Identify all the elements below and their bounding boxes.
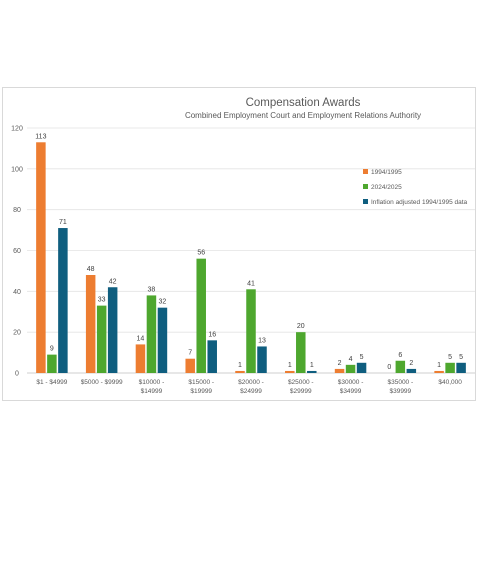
- bar: [185, 358, 195, 373]
- bar: [157, 307, 168, 373]
- y-tick-label: 20: [13, 330, 21, 337]
- bar: [135, 344, 146, 373]
- bar: [107, 287, 118, 373]
- data-label: 7: [188, 350, 192, 357]
- x-tick-label: $14999: [141, 388, 163, 395]
- bar: [96, 305, 107, 373]
- y-axis: 0 20 40 60 80 100 120: [11, 126, 23, 378]
- legend-swatch: [363, 199, 368, 204]
- x-tick-label: $20000 -: [238, 379, 264, 386]
- data-label: 48: [87, 266, 95, 273]
- y-tick-label: 100: [11, 166, 23, 173]
- bar: [285, 370, 295, 373]
- data-label: 6: [398, 352, 402, 359]
- x-tick-label: $1 - $4999: [36, 379, 67, 386]
- x-tick-label: $29999: [290, 388, 312, 395]
- data-label: 32: [159, 299, 167, 306]
- chart-title: Compensation Awards: [246, 97, 361, 109]
- bar: [146, 295, 157, 373]
- legend-entry: Inflation adjusted 1994/1995 data: [371, 199, 468, 206]
- x-tick-label: $34999: [340, 388, 362, 395]
- bar-chart: Compensation Awards Combined Employment …: [11, 97, 475, 395]
- legend-entry: 2024/2025: [371, 184, 402, 191]
- data-label: 56: [197, 250, 205, 257]
- bar: [345, 364, 356, 373]
- data-label: 33: [98, 297, 106, 304]
- x-tick-label: $10000 -: [139, 379, 165, 386]
- legend: 1994/1995 2024/2025 Inflation adjusted 199…: [363, 169, 468, 206]
- data-label: 20: [297, 323, 305, 330]
- y-tick-label: 40: [13, 289, 21, 296]
- x-tick-label: $19999: [190, 388, 212, 395]
- data-label: 5: [459, 354, 463, 361]
- bar: [36, 142, 46, 373]
- x-tick-label: $15000 -: [188, 379, 214, 386]
- data-label: 1: [238, 362, 242, 369]
- data-label: 16: [208, 331, 216, 338]
- y-tick-label: 60: [13, 248, 21, 255]
- bar: [85, 275, 96, 373]
- bar: [406, 368, 417, 373]
- legend-swatch: [363, 169, 368, 174]
- bar: [307, 370, 317, 373]
- bar: [196, 258, 206, 373]
- x-tick-label: $5000 - $9999: [81, 379, 123, 386]
- x-axis: $1 - $4999 $5000 - $9999 $10000 - $14999 $15…: [36, 379, 462, 395]
- bar: [456, 362, 466, 373]
- data-label: 14: [137, 335, 145, 342]
- chart-subtitle: Combined Employment Court and Employment…: [185, 111, 421, 120]
- data-label: 2: [409, 360, 413, 367]
- data-label: 1: [288, 362, 292, 369]
- bar: [58, 228, 68, 373]
- bar: [395, 360, 406, 373]
- y-tick-label: 120: [11, 126, 23, 133]
- data-label: 5: [360, 354, 364, 361]
- bar: [356, 362, 367, 373]
- bar: [334, 368, 345, 373]
- x-tick-label: $40,000: [438, 379, 462, 386]
- data-label: 4: [349, 356, 353, 363]
- y-tick-label: 80: [13, 207, 21, 214]
- data-label: 42: [109, 278, 117, 285]
- data-label: 13: [258, 337, 266, 344]
- data-label: 1: [437, 362, 441, 369]
- x-tick-label: $30000 -: [338, 379, 364, 386]
- bar: [246, 289, 256, 373]
- x-tick-label: $24999: [240, 388, 262, 395]
- bar: [47, 354, 57, 373]
- x-tick-label: $25000 -: [288, 379, 314, 386]
- bar: [296, 332, 306, 373]
- data-label: 9: [50, 346, 54, 353]
- legend-entry: 1994/1995: [371, 169, 402, 176]
- x-tick-label: $35000 -: [387, 379, 413, 386]
- data-label: 2: [338, 360, 342, 367]
- bar: [434, 370, 444, 373]
- data-label: 38: [148, 286, 156, 293]
- legend-swatch: [363, 184, 368, 189]
- chart-frame: Compensation Awards Combined Employment …: [2, 87, 476, 401]
- data-label: 5: [448, 354, 452, 361]
- y-tick-label: 0: [15, 371, 19, 378]
- bar: [235, 370, 245, 373]
- bar: [207, 340, 217, 373]
- data-label: 1: [310, 362, 314, 369]
- bar: [445, 362, 455, 373]
- data-label: 41: [247, 280, 255, 287]
- x-tick-label: $39999: [389, 388, 411, 395]
- data-label: 0: [387, 364, 391, 371]
- data-label: 113: [35, 133, 46, 140]
- data-label: 71: [59, 219, 67, 226]
- bar: [257, 346, 267, 373]
